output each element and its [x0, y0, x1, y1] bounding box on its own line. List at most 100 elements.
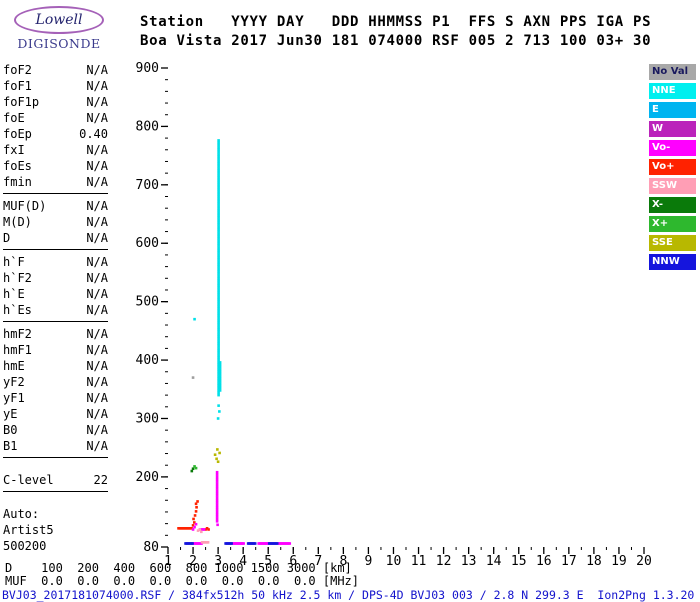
- legend-item-nnw: NNW: [649, 254, 696, 270]
- station-header: Station YYYY DAY DDD HHMMSS P1 FFS S AXN…: [140, 13, 651, 51]
- param-value: N/A: [86, 79, 108, 93]
- series-x-: [193, 465, 198, 470]
- svg-text:17: 17: [561, 554, 577, 569]
- param-value: N/A: [86, 255, 108, 269]
- header-line-2: Boa Vista 2017 Jun30 181 074000 RSF 005 …: [140, 33, 652, 49]
- param-row-h-f: h`F N/A: [3, 254, 108, 270]
- param-row-auto-: Auto:: [3, 506, 108, 522]
- series-vo-: [191, 470, 292, 545]
- param-row-m-d-: M(D) N/A: [3, 214, 108, 230]
- param-row-h-e: h`E N/A: [3, 286, 108, 302]
- param-value: N/A: [86, 111, 108, 125]
- d-muf-table: D 100 200 400 600 800 1000 1500 3000 [km…: [5, 562, 359, 588]
- param-value: N/A: [86, 439, 108, 453]
- param-value: N/A: [86, 303, 108, 317]
- param-row-b0: B0 N/A: [3, 422, 108, 438]
- svg-text:8: 8: [339, 554, 347, 569]
- logo-oval: Lowell: [14, 6, 104, 34]
- param-group: MUF(D) N/A M(D) N/A D N/A: [3, 198, 108, 250]
- legend-item-x-: X+: [649, 216, 696, 232]
- status-line: BVJ03_2017181074000.RSF / 384fx512h 50 k…: [2, 588, 695, 602]
- legend-item-vo-: Vo+: [649, 159, 696, 175]
- param-label: foE: [3, 111, 25, 125]
- svg-text:11: 11: [411, 554, 427, 569]
- svg-text:80: 80: [143, 540, 159, 555]
- svg-text:700: 700: [136, 178, 159, 193]
- svg-text:20: 20: [636, 554, 652, 569]
- param-row-foep: foEp 0.40: [3, 126, 108, 142]
- param-label: h`Es: [3, 303, 32, 317]
- param-row-fmin: fmin N/A: [3, 174, 108, 190]
- param-label: foF1: [3, 79, 32, 93]
- param-label: h`F2: [3, 271, 32, 285]
- param-row-fof1: foF1 N/A: [3, 78, 108, 94]
- header-line-1: Station YYYY DAY DDD HHMMSS P1 FFS S AXN…: [140, 14, 652, 30]
- legend-item-nne: NNE: [649, 83, 696, 99]
- series-ssw: [196, 528, 210, 544]
- y-axis: 80 200 300 400 500 600 700 800 900: [136, 61, 168, 555]
- param-row-foe: foE N/A: [3, 110, 108, 126]
- svg-text:13: 13: [461, 554, 477, 569]
- d-distances-row: D 100 200 400 600 800 1000 1500 3000 [km…: [5, 561, 352, 575]
- param-row-yf1: yF1 N/A: [3, 390, 108, 406]
- param-label: h`E: [3, 287, 25, 301]
- series-sse: [213, 448, 221, 464]
- series-nnw: [184, 542, 279, 545]
- svg-text:600: 600: [136, 236, 159, 251]
- legend-item-w: W: [649, 121, 696, 137]
- param-label: D: [3, 231, 11, 245]
- series-x-: [190, 467, 195, 473]
- legend-item-e: E: [649, 102, 696, 118]
- param-row-hme: hmE N/A: [3, 358, 108, 374]
- param-row-b1: B1 N/A: [3, 438, 108, 454]
- ionogram-plot: 80 200 300 400 500 600 700 800 900 1 2 3 4 5 6 7 8 9 10 11 1…: [128, 60, 688, 576]
- muf-values-row: MUF 0.0 0.0 0.0 0.0 0.0 0.0 0.0 0.0 [MHz…: [5, 574, 360, 588]
- svg-text:6: 6: [289, 554, 297, 569]
- svg-text:200: 200: [136, 470, 159, 485]
- param-row-fof1p: foF1p N/A: [3, 94, 108, 110]
- param-row-hmf2: hmF2 N/A: [3, 326, 108, 342]
- series-vo-: [177, 500, 210, 531]
- legend-item-no-val: No Val: [649, 64, 696, 80]
- param-label: h`F: [3, 255, 25, 269]
- param-row-yf2: yF2 N/A: [3, 374, 108, 390]
- param-value: N/A: [86, 175, 108, 189]
- param-label: M(D): [3, 215, 32, 229]
- param-label: 500200: [3, 539, 47, 553]
- param-row-muf-d-: MUF(D) N/A: [3, 198, 108, 214]
- param-row-foes: foEs N/A: [3, 158, 108, 174]
- svg-text:7: 7: [314, 554, 322, 569]
- param-value: 22: [93, 473, 108, 487]
- svg-text:3: 3: [214, 554, 222, 569]
- param-value: N/A: [86, 231, 108, 245]
- param-value: N/A: [86, 391, 108, 405]
- svg-text:1: 1: [164, 554, 172, 569]
- param-label: fxI: [3, 143, 25, 157]
- param-label: MUF(D): [3, 199, 47, 213]
- svg-text:9: 9: [365, 554, 373, 569]
- echo-direction-legend: No Val NNE E W Vo- Vo+ SSW X- X+ SSE NNW: [649, 64, 696, 273]
- param-value: N/A: [86, 407, 108, 421]
- param-group: Auto: Artist5 500200: [3, 506, 108, 557]
- param-label: foF2: [3, 63, 32, 77]
- param-row-500200: 500200: [3, 538, 108, 554]
- param-value: N/A: [86, 95, 108, 109]
- param-label: hmF1: [3, 343, 32, 357]
- legend-item-vo-: Vo-: [649, 140, 696, 156]
- logo-lowell-text: Lowell: [35, 12, 83, 28]
- param-row-fxi: fxI N/A: [3, 142, 108, 158]
- legend-item-ssw: SSW: [649, 178, 696, 194]
- param-value: N/A: [86, 159, 108, 173]
- param-row-hmf1: hmF1 N/A: [3, 342, 108, 358]
- param-value: N/A: [86, 287, 108, 301]
- param-row-d: D N/A: [3, 230, 108, 246]
- svg-text:300: 300: [136, 411, 159, 426]
- lowell-digisonde-logo: Lowell DIGISONDE: [8, 6, 110, 51]
- svg-text:2: 2: [189, 554, 197, 569]
- legend-item-sse: SSE: [649, 235, 696, 251]
- param-value: N/A: [86, 215, 108, 229]
- svg-text:10: 10: [386, 554, 402, 569]
- svg-text:14: 14: [486, 554, 502, 569]
- svg-text:900: 900: [136, 61, 159, 76]
